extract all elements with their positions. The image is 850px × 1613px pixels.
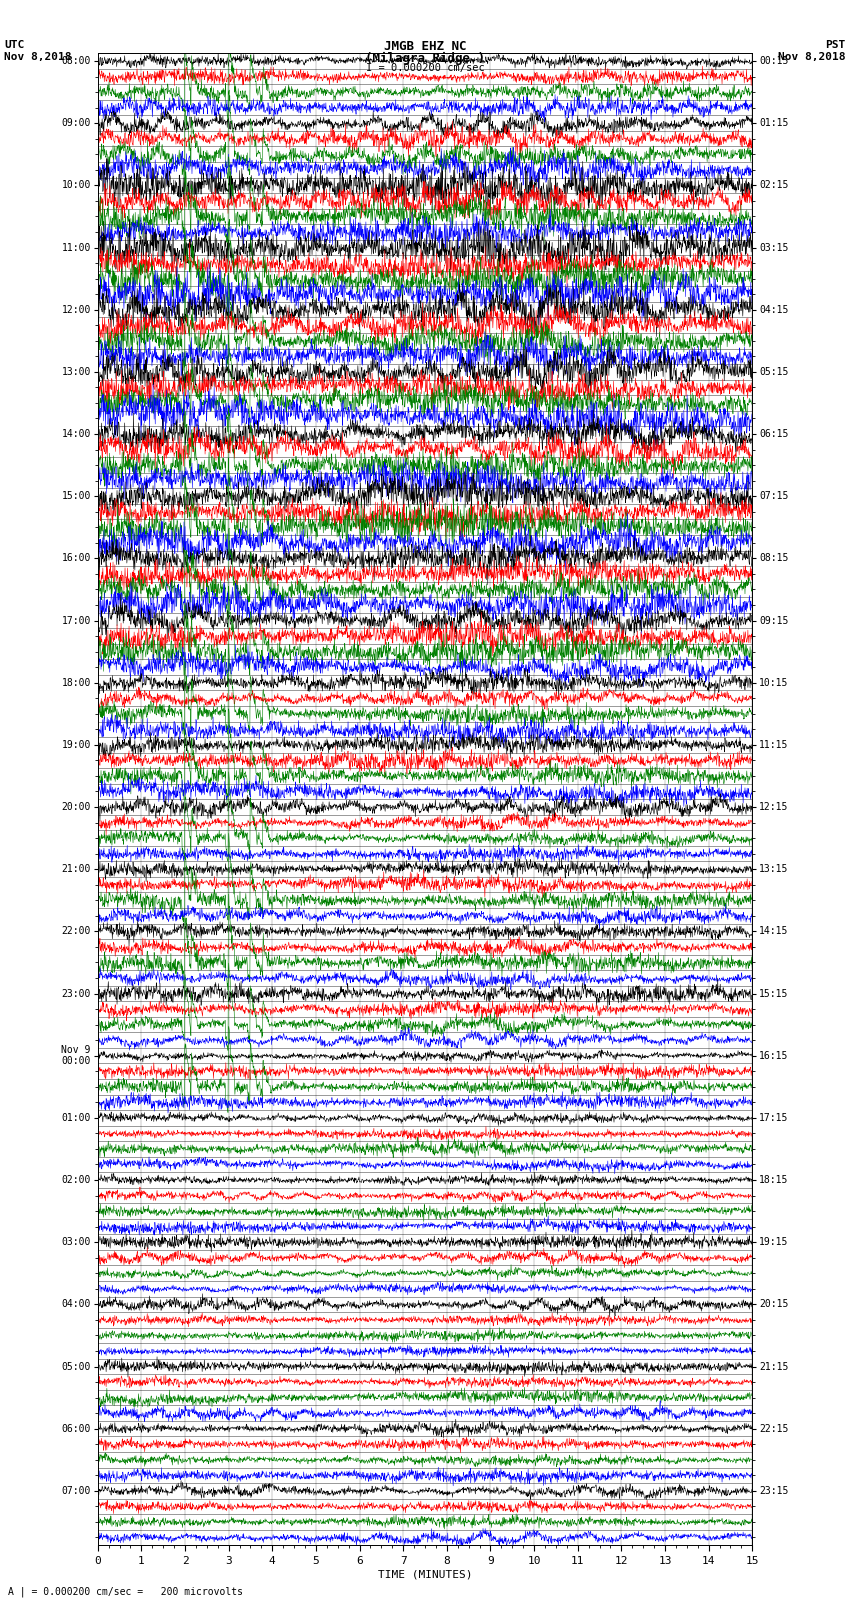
Text: A | = 0.000200 cm/sec =   200 microvolts: A | = 0.000200 cm/sec = 200 microvolts [8, 1586, 243, 1597]
Text: JMGB EHZ NC: JMGB EHZ NC [383, 40, 467, 53]
X-axis label: TIME (MINUTES): TIME (MINUTES) [377, 1569, 473, 1579]
Text: I = 0.000200 cm/sec: I = 0.000200 cm/sec [366, 63, 484, 73]
Text: UTC: UTC [4, 40, 25, 50]
Text: Nov 8,2018: Nov 8,2018 [779, 52, 846, 61]
Text: PST: PST [825, 40, 846, 50]
Text: Nov 8,2018: Nov 8,2018 [4, 52, 71, 61]
Text: (Milagra Ridge ): (Milagra Ridge ) [365, 52, 485, 65]
